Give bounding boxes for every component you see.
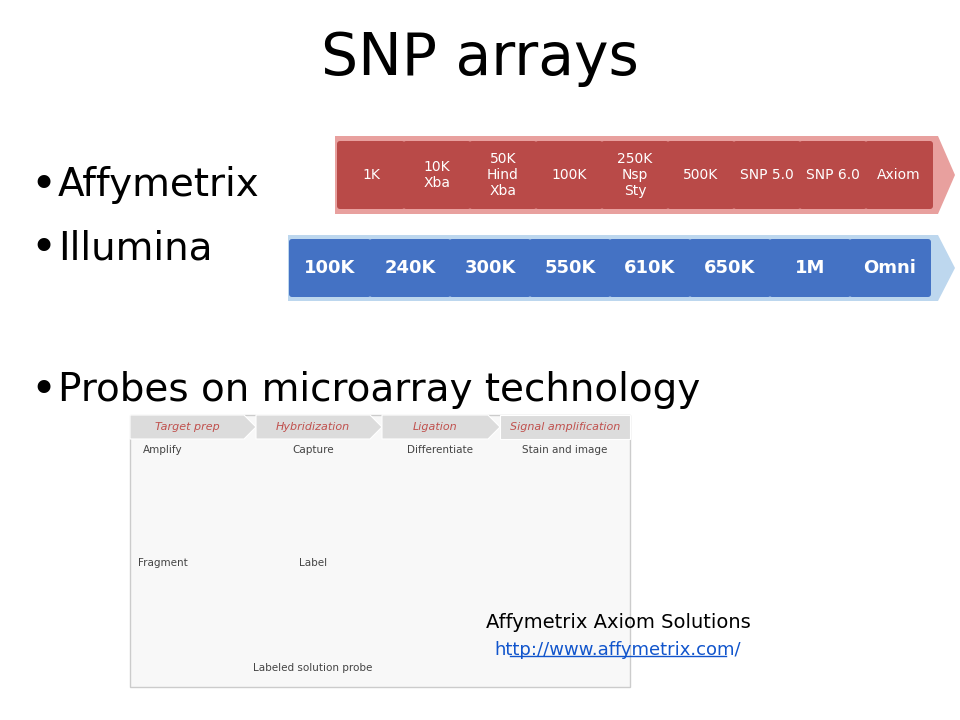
Text: 650K: 650K (705, 259, 756, 277)
FancyBboxPatch shape (529, 239, 611, 297)
FancyBboxPatch shape (403, 141, 471, 209)
Text: Differentiate: Differentiate (407, 445, 473, 455)
FancyBboxPatch shape (689, 239, 771, 297)
Text: Amplify: Amplify (143, 445, 182, 455)
Text: SNP 6.0: SNP 6.0 (806, 168, 860, 182)
Text: Target prep: Target prep (155, 422, 220, 432)
FancyBboxPatch shape (601, 141, 669, 209)
Text: Omni: Omni (864, 259, 917, 277)
FancyBboxPatch shape (849, 239, 931, 297)
Text: SNP arrays: SNP arrays (321, 30, 639, 86)
Text: 550K: 550K (544, 259, 596, 277)
Polygon shape (256, 415, 382, 439)
FancyBboxPatch shape (289, 239, 371, 297)
Text: 10K
Xba: 10K Xba (423, 160, 450, 190)
Polygon shape (382, 415, 500, 439)
Polygon shape (335, 136, 955, 214)
FancyBboxPatch shape (469, 141, 537, 209)
FancyBboxPatch shape (369, 239, 451, 297)
Polygon shape (288, 235, 955, 301)
FancyBboxPatch shape (733, 141, 801, 209)
Text: SNP 5.0: SNP 5.0 (740, 168, 794, 182)
FancyBboxPatch shape (865, 141, 933, 209)
Text: 50K
Hind
Xba: 50K Hind Xba (487, 152, 519, 198)
Text: 610K: 610K (624, 259, 676, 277)
Text: Hybridization: Hybridization (276, 422, 350, 432)
Text: Labeled solution probe: Labeled solution probe (253, 663, 372, 673)
Text: http://www.affymetrix.com/: http://www.affymetrix.com/ (494, 641, 741, 659)
Text: Affymetrix: Affymetrix (58, 166, 260, 204)
Text: Axiom: Axiom (877, 168, 921, 182)
Text: 100K: 100K (551, 168, 587, 182)
Text: Affymetrix Axiom Solutions: Affymetrix Axiom Solutions (486, 613, 751, 631)
Text: 240K: 240K (384, 259, 436, 277)
FancyBboxPatch shape (535, 141, 603, 209)
Polygon shape (500, 415, 630, 439)
Text: 100K: 100K (304, 259, 356, 277)
Text: Ligation: Ligation (413, 422, 457, 432)
Polygon shape (130, 415, 256, 439)
Text: •: • (30, 163, 56, 207)
Text: Stain and image: Stain and image (522, 445, 608, 455)
Text: Illumina: Illumina (58, 229, 212, 267)
Text: Fragment: Fragment (138, 558, 188, 568)
FancyBboxPatch shape (130, 415, 630, 687)
Text: Signal amplification: Signal amplification (510, 422, 620, 432)
Text: •: • (30, 227, 56, 269)
Text: 300K: 300K (465, 259, 516, 277)
Text: 1K: 1K (362, 168, 380, 182)
FancyBboxPatch shape (337, 141, 405, 209)
Text: •: • (30, 369, 56, 412)
Text: 250K
Nsp
Sty: 250K Nsp Sty (617, 152, 653, 198)
FancyBboxPatch shape (449, 239, 531, 297)
Text: 1M: 1M (795, 259, 826, 277)
FancyBboxPatch shape (609, 239, 691, 297)
Text: Probes on microarray technology: Probes on microarray technology (58, 371, 700, 409)
FancyBboxPatch shape (769, 239, 851, 297)
Text: Capture: Capture (292, 445, 334, 455)
FancyBboxPatch shape (799, 141, 867, 209)
Text: Label: Label (299, 558, 327, 568)
Text: 500K: 500K (684, 168, 719, 182)
FancyBboxPatch shape (667, 141, 735, 209)
